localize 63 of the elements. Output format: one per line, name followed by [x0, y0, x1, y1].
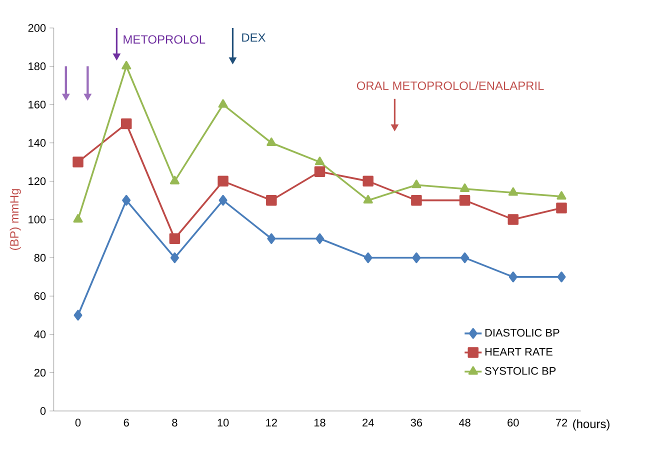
annotation: DEX	[242, 33, 266, 42]
point	[508, 272, 518, 282]
x-tick-label: 60	[508, 418, 519, 427]
y-tick-label: 80	[34, 254, 46, 262]
point	[122, 60, 132, 70]
legend-label: HEART RATE	[485, 348, 552, 356]
legend-label: SYSTOLIC BP	[485, 367, 556, 375]
x-tick-label: 0	[75, 418, 81, 427]
x-tick-label: 6	[124, 418, 129, 427]
y-tick-label: 140	[28, 139, 46, 147]
legend-label: DIASTOLIC BP	[485, 328, 560, 337]
y-tick-label: 120	[28, 177, 46, 186]
point	[314, 156, 325, 166]
annotation: ORAL METOPROLOL/ENALAPRIL	[356, 81, 544, 90]
point	[508, 187, 518, 196]
y-tick-label: 0	[40, 407, 46, 415]
point	[314, 166, 326, 177]
point	[218, 194, 228, 206]
point	[72, 156, 84, 168]
point	[266, 194, 277, 206]
point	[460, 252, 470, 264]
point	[412, 180, 422, 188]
point	[218, 176, 228, 187]
point	[122, 194, 131, 206]
point	[362, 176, 374, 187]
point	[169, 233, 180, 244]
point	[508, 214, 519, 225]
x-tick-label: 36	[410, 418, 422, 427]
annotation: METOPROLOL	[124, 35, 206, 44]
point	[459, 194, 470, 206]
point	[74, 310, 82, 321]
y-tick-label: 40	[34, 330, 46, 338]
y-tick-label: 100	[28, 216, 46, 224]
point	[364, 252, 372, 264]
x-tick-label: 24	[362, 418, 374, 426]
y-tick-label: 60	[34, 292, 46, 300]
x-tick-label: 18	[314, 418, 326, 427]
y-axis-title: (BP) mmHg	[10, 189, 21, 250]
point	[218, 99, 228, 108]
point	[315, 233, 324, 244]
x-tick-label: 72	[556, 418, 568, 426]
point	[556, 202, 567, 214]
point	[73, 214, 83, 223]
point	[170, 176, 180, 184]
point	[363, 194, 373, 204]
point	[411, 194, 422, 206]
point	[266, 138, 276, 146]
y-tick-label: 180	[28, 62, 46, 70]
x-tick-label: 48	[458, 418, 470, 427]
point	[460, 183, 470, 192]
point	[267, 233, 276, 244]
x-tick-label: 12	[266, 418, 277, 426]
y-tick-label: 160	[28, 100, 46, 108]
point	[557, 272, 566, 282]
x-tick-label: 10	[218, 418, 229, 427]
point	[556, 191, 566, 200]
x-axis-title: (hours)	[573, 419, 610, 431]
x-tick-label: 8	[172, 418, 178, 427]
point	[120, 118, 132, 130]
point	[170, 252, 179, 264]
y-tick-label: 20	[34, 368, 46, 377]
y-tick-label: 200	[28, 24, 46, 32]
point	[412, 252, 421, 264]
